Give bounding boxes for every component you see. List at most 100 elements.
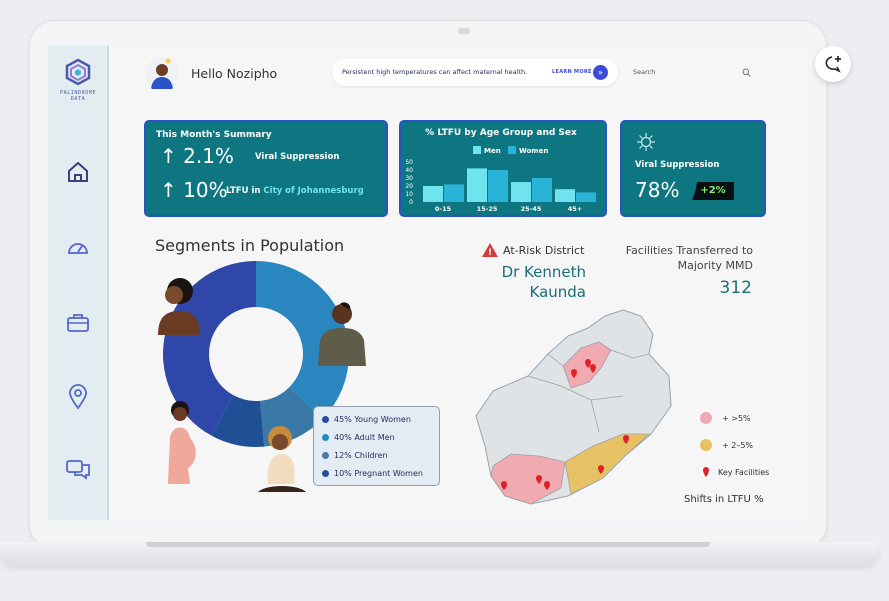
pregnant-woman-illustration xyxy=(168,401,196,484)
sidebar: PALINDROME DATA xyxy=(48,46,109,520)
bar-men[interactable] xyxy=(555,189,575,202)
ltfu-chart-card: % LTFU by Age Group and Sex Men Women 50… xyxy=(399,120,607,217)
bar-women[interactable] xyxy=(488,170,508,202)
user-avatar[interactable] xyxy=(144,56,180,92)
map-legend-high: + >5% xyxy=(722,414,751,423)
legend-dot xyxy=(322,416,329,423)
south-africa-map[interactable] xyxy=(473,306,673,511)
ltfu-change: ↑ 10% xyxy=(160,178,228,202)
logo[interactable]: PALINDROME DATA xyxy=(60,58,96,108)
facility-markers xyxy=(501,359,629,490)
facility-marker[interactable] xyxy=(590,364,596,373)
facility-marker[interactable] xyxy=(598,465,604,474)
facilities-line2: Majority MMD xyxy=(677,259,753,272)
briefcase-icon[interactable] xyxy=(65,310,91,336)
learn-more-link[interactable]: LEARN MORE xyxy=(552,69,592,75)
facility-marker[interactable] xyxy=(585,359,591,368)
viral-value: 2.1% xyxy=(183,144,234,168)
legend-dot xyxy=(322,434,329,441)
y-tick-label: 40 xyxy=(405,167,413,174)
bar-women[interactable] xyxy=(532,178,552,202)
legend-swatch-mid xyxy=(700,439,712,451)
segments-title: Segments in Population xyxy=(155,236,345,255)
ltfu-city[interactable]: City of Johannesburg xyxy=(263,186,364,196)
info-banner: Persistent high temperatures can affect … xyxy=(332,59,618,86)
x-tick-label: 0-15 xyxy=(435,205,452,213)
legend-children-label: 12% Children xyxy=(334,451,388,460)
x-tick-label: 25-45 xyxy=(521,205,542,213)
ltfu-label: LTFU in City of Johannesburg xyxy=(226,186,364,196)
legend-young-women-label: 45% Young Women xyxy=(334,415,411,424)
bar-men[interactable] xyxy=(511,182,531,202)
bar-men[interactable] xyxy=(467,168,487,202)
dashboard-screen: PALINDROME DATA Hello Nozipho Persistent… xyxy=(48,46,808,520)
legend-children: 12% Children xyxy=(322,451,388,460)
viral-label: Viral Suppression xyxy=(255,152,340,162)
y-tick-label: 10 xyxy=(405,191,413,198)
man-illustration xyxy=(318,302,366,366)
banner-text: Persistent high temperatures can affect … xyxy=(342,68,528,76)
laptop-notch xyxy=(146,542,710,547)
child-illustration xyxy=(258,426,306,492)
bar-women[interactable] xyxy=(444,184,464,202)
population-legend: 45% Young Women 40% Adult Men 12% Childr… xyxy=(313,406,440,486)
search-placeholder: Search xyxy=(633,68,656,76)
at-risk-district[interactable]: Dr Kenneth Kaunda xyxy=(488,262,586,302)
facilities-label: Facilities Transferred to Majority MMD xyxy=(608,243,753,273)
chart-legend: Men Women xyxy=(473,146,548,155)
viral-change: ↑ 2.1% xyxy=(160,144,234,168)
ltfu-label-text: LTFU in xyxy=(226,186,261,196)
home-icon[interactable] xyxy=(65,159,91,185)
virus-icon xyxy=(637,133,655,151)
legend-men: Men xyxy=(484,147,501,155)
y-tick-label: 30 xyxy=(405,175,413,182)
chat-add-button[interactable] xyxy=(815,46,851,82)
legend-women: Women xyxy=(519,147,549,155)
summary-title: This Month's Summary xyxy=(156,130,272,140)
facility-marker[interactable] xyxy=(501,481,507,490)
facilities-value: 312 xyxy=(719,278,752,298)
legend-swatch-men xyxy=(473,146,481,154)
chart-title: % LTFU by Age Group and Sex xyxy=(425,128,577,138)
facility-marker[interactable] xyxy=(536,475,542,484)
legend-swatch-high xyxy=(700,412,712,424)
warning-icon: ! xyxy=(482,243,498,258)
map-pin-icon xyxy=(703,467,709,477)
logo-line1: PALINDROME xyxy=(60,90,97,96)
y-tick-label: 50 xyxy=(405,159,413,166)
x-tick-label: 45+ xyxy=(568,205,583,213)
legend-pregnant-women-label: 10% Pregnant Women xyxy=(334,469,423,478)
district-line2: Kaunda xyxy=(529,283,587,301)
logo-icon xyxy=(65,58,91,86)
legend-adult-men: 40% Adult Men xyxy=(322,433,395,442)
facility-marker[interactable] xyxy=(623,435,629,444)
speedometer-icon[interactable] xyxy=(65,235,91,261)
search-input[interactable]: Search xyxy=(626,60,756,84)
viral-change-badge: +2% xyxy=(692,182,734,200)
woman-illustration xyxy=(158,278,200,335)
donut-slice[interactable] xyxy=(163,261,256,436)
greeting: Hello Nozipho xyxy=(191,66,278,81)
viral-card-value: 78% xyxy=(635,178,680,202)
viral-card-label: Viral Suppression xyxy=(635,160,720,170)
donut-slice[interactable] xyxy=(256,261,349,420)
legend-swatch-women xyxy=(508,146,517,154)
viral-suppression-card: Viral Suppression 78% +2% xyxy=(620,120,766,217)
chat-bubbles-icon[interactable] xyxy=(65,455,91,481)
bar-women[interactable] xyxy=(576,192,596,202)
legend-adult-men-label: 40% Adult Men xyxy=(334,433,395,442)
bar-men[interactable] xyxy=(423,186,443,202)
population-donut-chart xyxy=(163,261,349,447)
map-caption: Shifts in LTFU % xyxy=(684,494,764,505)
district-line1: Dr Kenneth xyxy=(501,263,586,281)
double-chevron-right-icon[interactable]: » xyxy=(593,65,608,80)
location-pin-icon[interactable] xyxy=(65,382,91,412)
facility-marker[interactable] xyxy=(544,481,550,490)
legend-young-women: 45% Young Women xyxy=(322,415,411,424)
donut-slice[interactable] xyxy=(211,395,265,447)
facility-marker[interactable] xyxy=(571,369,577,378)
legend-dot xyxy=(322,470,329,477)
at-risk-label: At-Risk District xyxy=(503,244,585,257)
search-icon[interactable] xyxy=(742,68,751,77)
